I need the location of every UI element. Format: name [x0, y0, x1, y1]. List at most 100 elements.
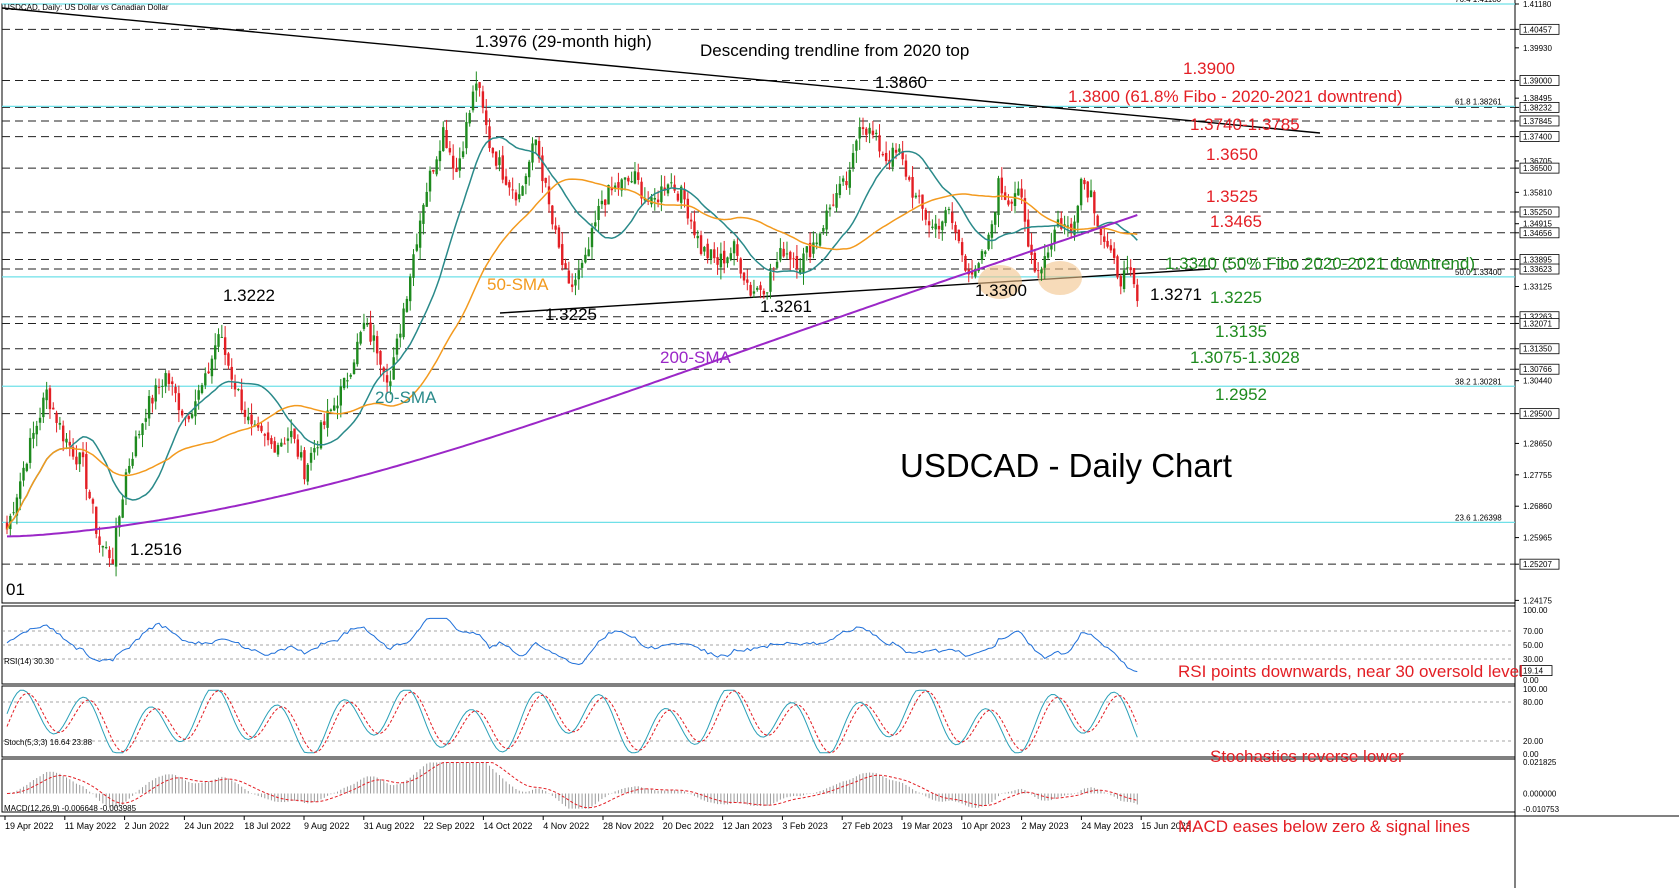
annotation-label: 1.3800 (61.8% Fibo - 2020-2021 downtrend…	[1068, 87, 1403, 106]
candle-body	[908, 177, 911, 180]
candle-body	[432, 169, 435, 172]
candle-body	[815, 242, 818, 245]
y-tick-label: 1.41180	[1523, 0, 1552, 9]
candle-body	[471, 91, 475, 111]
candle-body	[845, 180, 848, 186]
candle-body	[865, 128, 868, 135]
candle-body	[498, 157, 501, 166]
candle-body	[253, 424, 257, 426]
candle-body	[270, 438, 273, 445]
fibonacci-label: 76.4 1.41180	[1455, 0, 1502, 4]
fibonacci-label: 38.2 1.30281	[1455, 377, 1502, 386]
candle-body	[313, 448, 316, 453]
candle-body	[200, 385, 204, 394]
candle-body	[719, 253, 723, 268]
candle-body	[686, 198, 690, 219]
y-tick-label: 1.36705	[1523, 157, 1552, 166]
support-highlight-circle	[1038, 261, 1082, 295]
candle-body	[941, 221, 944, 231]
y-tick-label: 1.38495	[1523, 94, 1552, 103]
x-tick-label: 20 Dec 2022	[663, 821, 714, 831]
annotation-label: 1.3135	[1215, 322, 1267, 341]
y-tick-label: 1.27755	[1523, 471, 1552, 480]
candle-body	[15, 497, 19, 516]
candle-body	[838, 183, 842, 196]
candle-body	[405, 298, 409, 312]
candle-body	[792, 258, 795, 260]
y-tick-label: 1.33125	[1523, 282, 1552, 291]
candle-body	[138, 434, 141, 436]
candle-body	[359, 332, 362, 344]
candle-body	[197, 390, 200, 400]
candle-body	[570, 284, 574, 287]
candle-body	[921, 194, 924, 209]
annotation-label: 20-SMA	[375, 388, 437, 407]
candle-body	[756, 287, 759, 290]
candle-body	[339, 386, 343, 406]
candle-body	[637, 172, 640, 180]
y-tick-box	[1519, 363, 1560, 375]
candle-body	[617, 182, 620, 188]
candle-body	[518, 194, 521, 200]
candle-body	[789, 251, 792, 260]
candle-body	[5, 522, 9, 530]
candle-body	[557, 227, 561, 248]
candle-body	[114, 526, 118, 567]
candle-body	[58, 422, 62, 425]
candle-body	[832, 204, 835, 206]
y-tick-label: 1.37400	[1523, 133, 1552, 142]
x-tick-label: 22 Sep 2022	[424, 821, 475, 831]
candle-body	[944, 210, 947, 224]
candle-body	[640, 181, 643, 199]
candle-body	[951, 212, 954, 224]
x-tick-label: 24 May 2023	[1081, 821, 1133, 831]
rsi-tick-label: 30.00	[1523, 655, 1544, 664]
candle-body	[954, 224, 957, 233]
candle-body	[709, 249, 713, 259]
sma-200-line	[7, 214, 1138, 538]
candle-body	[356, 341, 359, 365]
candle-body	[1000, 177, 1004, 194]
candle-body	[326, 410, 329, 428]
candle-body	[369, 322, 372, 342]
x-tick-label: 12 Jan 2023	[723, 821, 773, 831]
candle-body	[214, 345, 217, 360]
candle-body	[171, 381, 174, 385]
candle-body	[1119, 276, 1122, 287]
candle-body	[12, 512, 15, 514]
candle-body	[759, 285, 762, 290]
candle-body	[266, 432, 270, 441]
rsi-tick-label: 0.00	[1523, 676, 1539, 685]
candle-body	[1007, 200, 1010, 205]
y-tick-label: 1.40457	[1523, 25, 1552, 34]
candle-body	[263, 434, 266, 436]
candle-body	[1010, 201, 1013, 204]
x-tick-label: 3 Feb 2023	[782, 821, 828, 831]
candle-body	[1106, 240, 1109, 247]
y-tick-label: 1.26860	[1523, 502, 1552, 511]
candle-body	[835, 193, 838, 208]
y-tick-label: 1.39930	[1523, 44, 1552, 53]
candle-body	[230, 366, 233, 380]
y-tick-box	[1519, 162, 1560, 174]
rsi-tick-label: 50.00	[1523, 641, 1544, 650]
candle-body	[775, 261, 779, 268]
candle-body	[812, 242, 815, 254]
candle-body	[511, 189, 514, 191]
candle-body	[765, 292, 769, 294]
candle-body	[891, 147, 894, 167]
candle-body	[435, 159, 438, 175]
candle-body	[141, 423, 144, 436]
x-tick-label: 27 Feb 2023	[842, 821, 893, 831]
stoch-tick-label: 100.00	[1523, 685, 1548, 694]
y-tick-box	[1519, 343, 1560, 355]
candle-body	[247, 416, 250, 421]
candle-body	[1017, 188, 1020, 196]
candle-body	[683, 189, 686, 200]
candle-body	[875, 132, 878, 134]
candle-body	[729, 253, 732, 260]
candle-body	[871, 130, 875, 135]
candle-body	[1096, 215, 1099, 227]
rsi-last-value: 19.14	[1523, 667, 1544, 676]
candle-body	[223, 337, 227, 355]
